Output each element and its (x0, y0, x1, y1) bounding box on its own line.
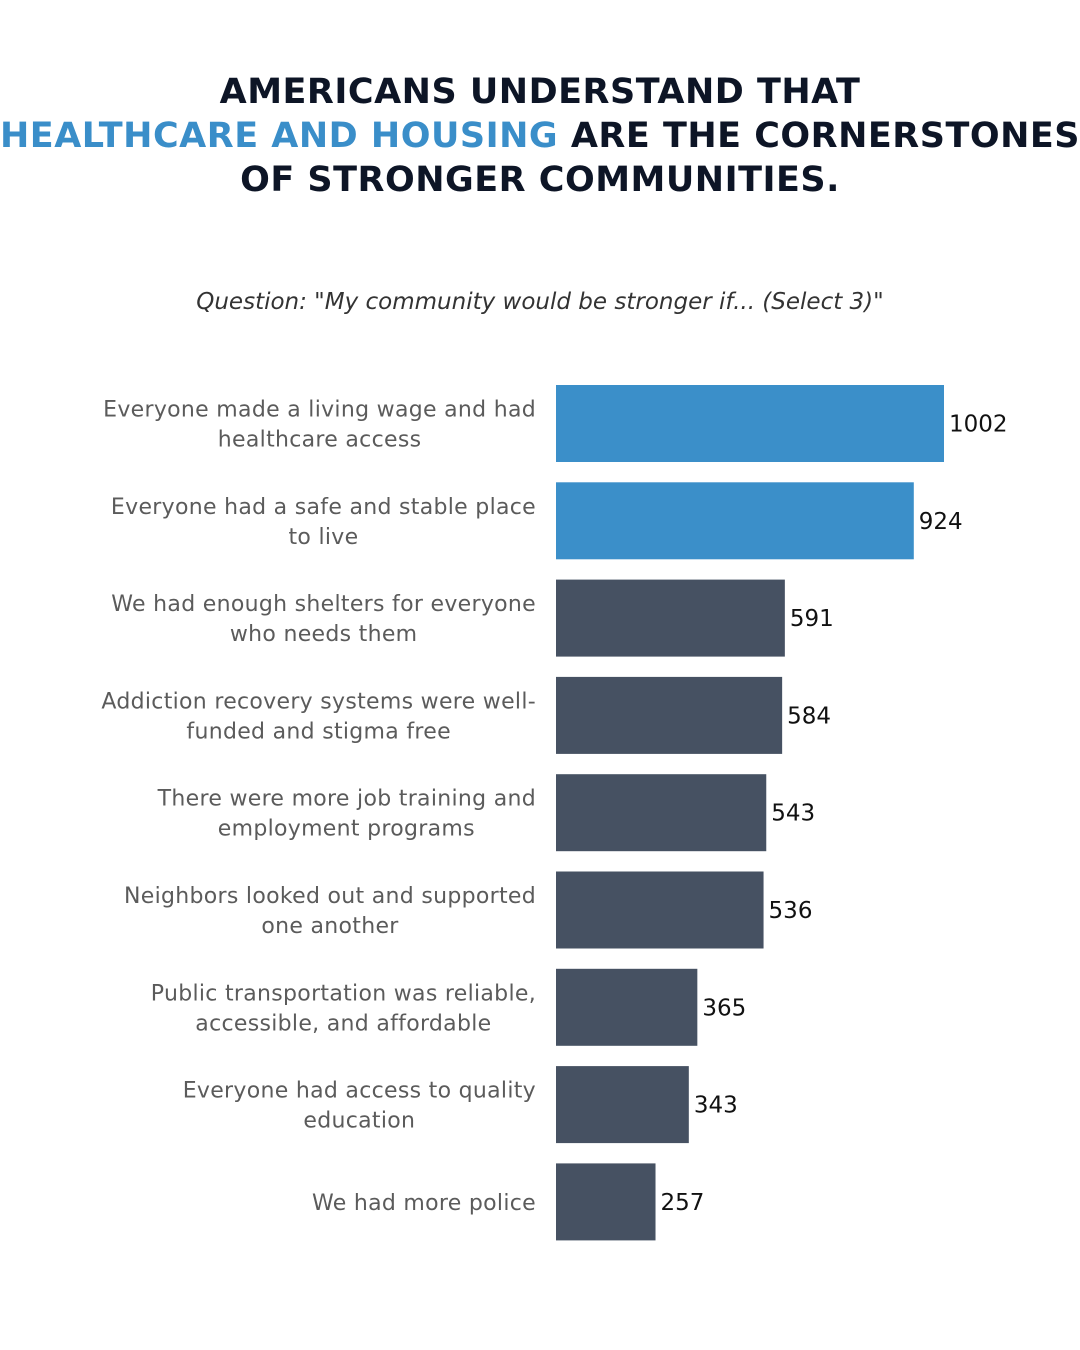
category-label-1-line-1: to live (288, 525, 358, 550)
category-label-4-line-0: There were more job training and (157, 787, 536, 812)
bar-6 (556, 968, 698, 1046)
category-label-6-line-0: Public transportation was reliable, (151, 981, 536, 1006)
title-part-2: ARE THE CORNERSTONES OF STRONGER COMMUNI… (240, 116, 1080, 200)
bar-5 (556, 871, 764, 949)
category-label-6-line-1: accessible, and affordable (195, 1011, 491, 1036)
data-label-2: 591 (790, 606, 834, 632)
data-label-6: 365 (702, 995, 746, 1021)
bar-0 (556, 385, 944, 462)
category-label-4-line-1: employment programs (218, 817, 475, 842)
category-label-7-line-1: education (303, 1109, 415, 1134)
category-label-8-line-0: We had more police (312, 1191, 536, 1216)
category-label-3-line-0: Addiction recovery systems were well- (101, 689, 536, 714)
data-label-7: 343 (694, 1093, 738, 1119)
data-label-0: 1002 (949, 412, 1008, 438)
title-highlight: HEALTHCARE AND HOUSING (0, 116, 559, 156)
bar-8 (556, 1163, 656, 1241)
title-part-1: AMERICANS UNDERSTAND THAT (219, 72, 861, 112)
chart-title: AMERICANS UNDERSTAND THAT HEALTHCARE AND… (0, 70, 1080, 202)
data-label-4: 543 (771, 801, 815, 827)
bar-3 (556, 676, 783, 754)
category-label-0-line-0: Everyone made a living wage and had (103, 398, 536, 423)
category-label-2-line-1: who needs them (230, 622, 418, 647)
category-label-2-line-0: We had enough shelters for everyone (111, 592, 536, 617)
category-label-1-line-0: Everyone had a safe and stable place (111, 495, 536, 520)
chart-subtitle: Question: "My community would be stronge… (196, 289, 884, 315)
data-label-1: 924 (919, 509, 963, 535)
category-label-0-line-1: healthcare access (218, 428, 422, 453)
category-label-7-line-0: Everyone had access to quality (183, 1079, 536, 1104)
category-label-5-line-0: Neighbors looked out and supported (124, 884, 536, 909)
category-label-5-line-1: one another (261, 914, 399, 939)
data-label-8: 257 (661, 1190, 705, 1216)
data-label-5: 536 (769, 898, 813, 924)
bar-7 (556, 1066, 689, 1144)
bar-1 (556, 482, 914, 560)
data-label-3: 584 (787, 703, 831, 729)
bar-2 (556, 579, 785, 657)
bar-4 (556, 774, 767, 852)
category-label-3-line-1: funded and stigma free (186, 719, 451, 744)
